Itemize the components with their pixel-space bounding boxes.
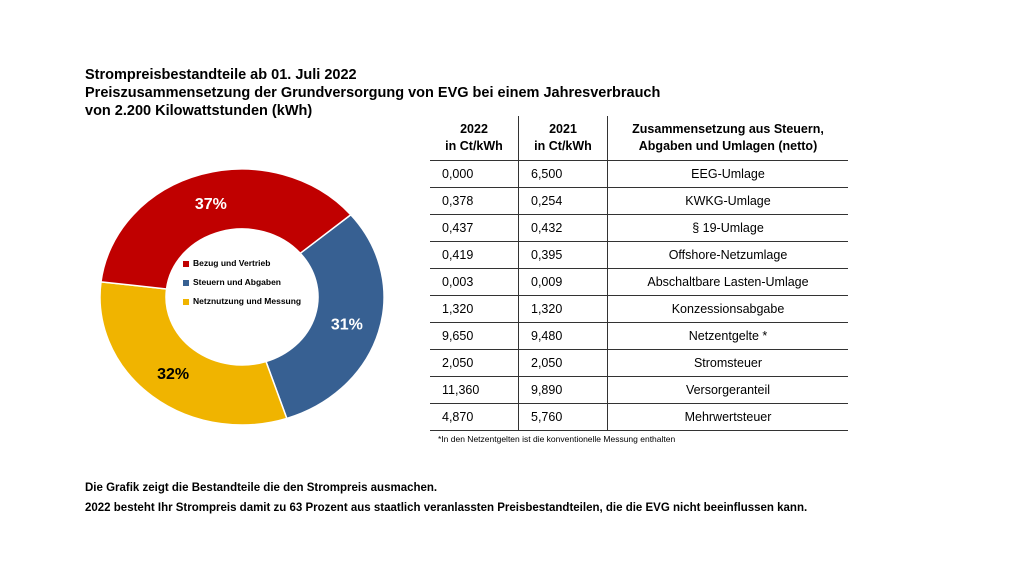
- legend-swatch-steuern: [183, 279, 189, 286]
- cell-component: Versorgeranteil: [607, 376, 848, 404]
- legend-item-steuern: Steuern und Abgaben: [183, 273, 301, 292]
- legend-swatch-bezug: [183, 260, 189, 267]
- donut-label-netz: 32%: [157, 366, 189, 383]
- cell-component: Stromsteuer: [607, 349, 848, 377]
- header-2022: 2022 in Ct/kWh: [430, 116, 519, 161]
- table-row: 0,437 0,432 § 19-Umlage: [430, 214, 848, 242]
- cell-component: Netzentgelte *: [607, 322, 848, 350]
- legend-item-netz: Netznutzung und Messung: [183, 292, 301, 311]
- donut-slice-steuern: [265, 213, 385, 420]
- cell-2021: 5,760: [518, 403, 608, 431]
- cell-2022: 0,378: [430, 187, 519, 215]
- table-row: 2,050 2,050 Stromsteuer: [430, 349, 848, 377]
- legend-swatch-netz: [183, 298, 189, 305]
- header-2021-line1: 2021: [549, 122, 577, 136]
- header-composition-line2: Abgaben und Umlagen (netto): [638, 139, 818, 153]
- cell-2022: 11,360: [430, 376, 519, 404]
- table-row: 11,360 9,890 Versorgeranteil: [430, 376, 848, 404]
- cell-2021: 0,395: [518, 241, 608, 269]
- cell-2021: 0,009: [518, 268, 608, 296]
- legend-label-bezug: Bezug und Vertrieb: [193, 258, 271, 268]
- legend-label-steuern: Steuern und Abgaben: [193, 277, 281, 287]
- cell-2021: 0,432: [518, 214, 608, 242]
- bottom-line-2: 2022 besteht Ihr Strompreis damit zu 63 …: [85, 502, 808, 514]
- table-row: 0,003 0,009 Abschaltbare Lasten-Umlage: [430, 268, 848, 296]
- title-line-1: Strompreisbestandteile ab 01. Juli 2022: [85, 67, 357, 83]
- table-row: 9,650 9,480 Netzentgelte *: [430, 322, 848, 350]
- cell-component: Abschaltbare Lasten-Umlage: [607, 268, 848, 296]
- cell-component: Offshore-Netzumlage: [607, 241, 848, 269]
- header-2021: 2021 in Ct/kWh: [518, 116, 608, 161]
- bottom-explanation: Die Grafik zeigt die Bestandteile die de…: [85, 478, 807, 518]
- chart-legend: Bezug und Vertrieb Steuern und Abgaben N…: [183, 254, 301, 311]
- cell-2021: 2,050: [518, 349, 608, 377]
- cell-2022: 0,003: [430, 268, 519, 296]
- legend-item-bezug: Bezug und Vertrieb: [183, 254, 301, 273]
- cell-2022: 4,870: [430, 403, 519, 431]
- donut-chart: 31% 32% 37%: [96, 166, 388, 428]
- cell-2022: 2,050: [430, 349, 519, 377]
- legend-label-netz: Netznutzung und Messung: [193, 296, 302, 306]
- table-row: 1,320 1,320 Konzessionsabgabe: [430, 295, 848, 323]
- cell-2022: 0,419: [430, 241, 519, 269]
- header-2022-line1: 2022: [460, 122, 488, 136]
- cell-2021: 6,500: [518, 160, 608, 188]
- table-footnote: *In den Netzentgelten ist die konvention…: [438, 434, 676, 444]
- cell-2022: 9,650: [430, 322, 519, 350]
- title-line-2: Preiszusammensetzung der Grundversorgung…: [85, 85, 661, 101]
- cell-2022: 1,320: [430, 295, 519, 323]
- table-header-row: 2022 in Ct/kWh 2021 in Ct/kWh Zusammense…: [430, 116, 848, 161]
- donut-slice-bezug: [100, 168, 352, 290]
- table-row: 0,000 6,500 EEG-Umlage: [430, 160, 848, 188]
- header-composition: Zusammensetzung aus Steuern, Abgaben und…: [607, 116, 848, 161]
- cell-component: Mehrwertsteuer: [607, 403, 848, 431]
- donut-svg: 31% 32% 37%: [99, 168, 385, 426]
- page-title: Strompreisbestandteile ab 01. Juli 2022 …: [85, 66, 660, 120]
- donut-slice-netz: [99, 281, 288, 426]
- cell-component: EEG-Umlage: [607, 160, 848, 188]
- table-row: 0,419 0,395 Offshore-Netzumlage: [430, 241, 848, 269]
- cell-component: § 19-Umlage: [607, 214, 848, 242]
- cell-2022: 0,000: [430, 160, 519, 188]
- title-line-3: von 2.200 Kilowattstunden (kWh): [85, 103, 313, 119]
- donut-label-bezug: 37%: [195, 196, 227, 213]
- cell-component: KWKG-Umlage: [607, 187, 848, 215]
- cell-2022: 0,437: [430, 214, 519, 242]
- header-2021-line2: in Ct/kWh: [534, 139, 592, 153]
- price-table: 2022 in Ct/kWh 2021 in Ct/kWh Zusammense…: [430, 116, 848, 431]
- bottom-line-1: Die Grafik zeigt die Bestandteile die de…: [85, 482, 438, 494]
- cell-component: Konzessionsabgabe: [607, 295, 848, 323]
- table-row: 0,378 0,254 KWKG-Umlage: [430, 187, 848, 215]
- cell-2021: 1,320: [518, 295, 608, 323]
- donut-label-steuern: 31%: [331, 317, 363, 334]
- header-composition-line1: Zusammensetzung aus Steuern,: [632, 122, 824, 136]
- cell-2021: 0,254: [518, 187, 608, 215]
- table-row: 4,870 5,760 Mehrwertsteuer: [430, 403, 848, 431]
- header-2022-line2: in Ct/kWh: [445, 139, 503, 153]
- cell-2021: 9,480: [518, 322, 608, 350]
- cell-2021: 9,890: [518, 376, 608, 404]
